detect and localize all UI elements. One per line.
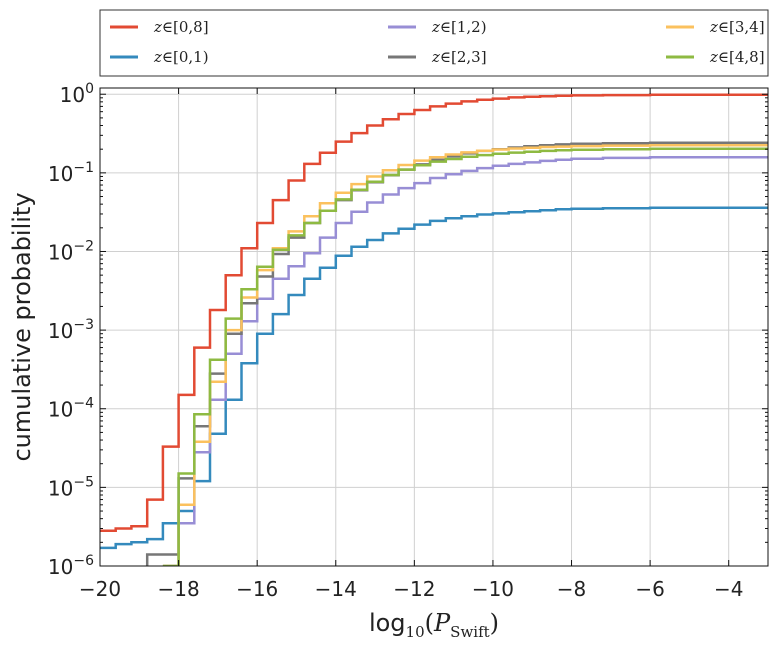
y-tick-label: 10−5 [48, 474, 94, 500]
x-axis-label: log10(PSwift) [369, 609, 499, 641]
x-tick-label: −10 [472, 577, 514, 601]
series-line-1 [100, 206, 768, 550]
x-tick-label: −4 [714, 577, 743, 601]
x-axis-label-open: ( [425, 609, 434, 637]
x-tick-labels: −20 −18 −16 −14 −12 −10 −8 −6 −4 [79, 577, 744, 601]
x-tick-label: −8 [557, 577, 586, 601]
y-axis-label: cumulative probability [8, 192, 36, 461]
x-tick-label: −18 [157, 577, 199, 601]
legend-box [99, 9, 769, 77]
x-axis-label-log: log [369, 609, 406, 637]
plot-area [99, 87, 769, 567]
x-axis-label-log-sub: 10 [406, 623, 425, 641]
series-line-0 [100, 93, 768, 533]
series-line-2 [162, 155, 768, 566]
legend-label: z∈[3,4] [709, 18, 765, 36]
y-tick-label: 10−2 [48, 238, 94, 264]
x-axis-label-var-sub: Swift [450, 623, 490, 641]
y-tick-labels: 10−6 10−5 10−4 10−3 10−2 10−1 100 [48, 81, 94, 579]
legend-label: z∈[0,8] [153, 18, 209, 36]
x-tick-label: −16 [236, 577, 278, 601]
series-line-5 [162, 147, 768, 566]
series-group [100, 93, 768, 566]
ticks [99, 88, 768, 567]
x-tick-label: −12 [393, 577, 435, 601]
y-tick-label: 10−1 [48, 160, 94, 186]
legend-label: z∈[4,8] [709, 48, 765, 66]
plot-frame [99, 87, 769, 567]
x-tick-label: −20 [79, 577, 121, 601]
x-tick-label: −6 [635, 577, 664, 601]
y-tick-label: 10−6 [48, 553, 94, 579]
y-tick-label: 10−3 [48, 317, 94, 343]
legend-label: z∈[1,2) [431, 18, 487, 36]
legend: z∈[0,8] z∈[0,1) z∈[1,2) z∈[2,3] z∈[3,4] z∈[4,… [99, 9, 769, 77]
y-tick-label: 10−4 [48, 396, 94, 422]
x-tick-label: −14 [315, 577, 357, 601]
y-tick-label: 100 [60, 81, 94, 107]
legend-label: z∈[0,1) [153, 48, 209, 66]
x-axis-label-var: P [433, 609, 451, 637]
legend-label: z∈[2,3] [431, 48, 487, 66]
x-axis-label-close: ) [490, 609, 499, 637]
